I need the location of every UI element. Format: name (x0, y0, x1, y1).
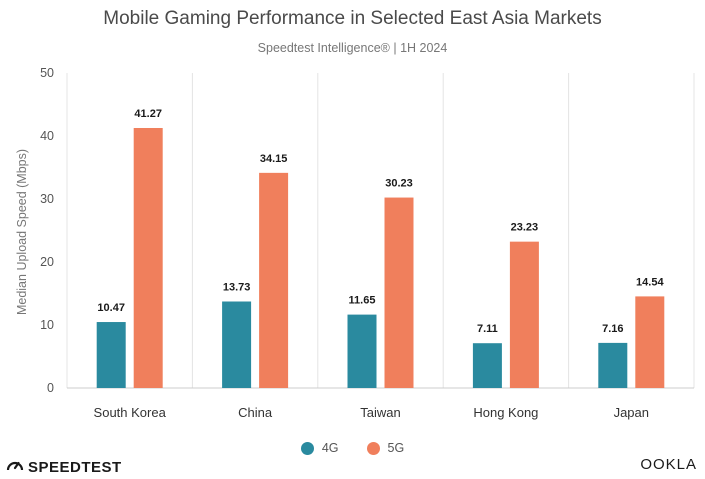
data-labels: 10.47 41.27 13.73 34.15 11.65 30.23 7.11 23.23 7… (97, 108, 664, 335)
bar-5g-taiwan (384, 197, 414, 388)
legend-item-5g: 5G (366, 441, 405, 455)
speedtest-logo: SPEEDTEST (6, 457, 122, 477)
data-label: 11.65 (349, 295, 376, 307)
y-tick-label: 20 (40, 255, 54, 269)
x-tick-label: Japan (614, 405, 649, 420)
bar-4g-china (222, 301, 252, 388)
legend: 4G 5G (0, 441, 705, 455)
bar-4g-hong-kong (472, 343, 502, 388)
y-tick-label: 50 (40, 66, 54, 80)
y-tick-label: 40 (40, 129, 54, 143)
bar-5g-japan (635, 296, 665, 388)
y-axis: 0 10 20 30 40 50 (40, 66, 54, 395)
speedometer-icon (6, 457, 24, 477)
legend-swatch-5g (366, 441, 380, 455)
x-tick-label: Taiwan (360, 405, 400, 420)
y-tick-label: 0 (47, 381, 54, 395)
x-tick-label: China (238, 405, 273, 420)
data-label: 14.54 (636, 276, 664, 288)
legend-label-4g: 4G (321, 441, 339, 455)
x-axis: South Korea China Taiwan Hong Kong Japan (94, 405, 649, 420)
data-label: 41.27 (134, 108, 162, 120)
y-axis-label: Median Upload Speed (Mbps) (15, 149, 29, 315)
data-label: 34.15 (260, 153, 288, 165)
data-label: 30.23 (385, 178, 413, 190)
chart-title: Mobile Gaming Performance in Selected Ea… (103, 8, 602, 29)
bar-5g-china (259, 172, 289, 388)
bars (96, 127, 665, 389)
y-tick-label: 30 (40, 192, 54, 206)
bar-5g-hong-kong (509, 241, 539, 388)
bar-4g-japan (598, 342, 628, 388)
data-label: 13.73 (223, 282, 251, 294)
chart-subtitle: Speedtest Intelligence® | 1H 2024 (257, 41, 448, 55)
data-label: 7.11 (477, 323, 498, 335)
legend-swatch-4g (300, 441, 314, 455)
grid-lines (66, 73, 695, 389)
legend-item-4g: 4G (300, 441, 339, 455)
bar-chart: 0 10 20 30 40 50 10.47 41.27 13.73 34.15 11.65 30.… (15, 66, 695, 420)
data-label: 7.16 (602, 323, 623, 335)
x-tick-label: Hong Kong (473, 405, 538, 420)
data-label: 10.47 (97, 302, 125, 314)
bar-4g-taiwan (347, 314, 377, 388)
y-tick-label: 10 (40, 318, 54, 332)
bar-4g-south-korea (96, 322, 126, 388)
speedtest-wordmark: SPEEDTEST (28, 458, 122, 476)
ookla-logo: OOKLA (640, 456, 697, 473)
x-tick-label: South Korea (94, 405, 167, 420)
bar-5g-south-korea (133, 127, 163, 389)
data-label: 23.23 (511, 222, 539, 234)
legend-label-5g: 5G (387, 441, 405, 455)
